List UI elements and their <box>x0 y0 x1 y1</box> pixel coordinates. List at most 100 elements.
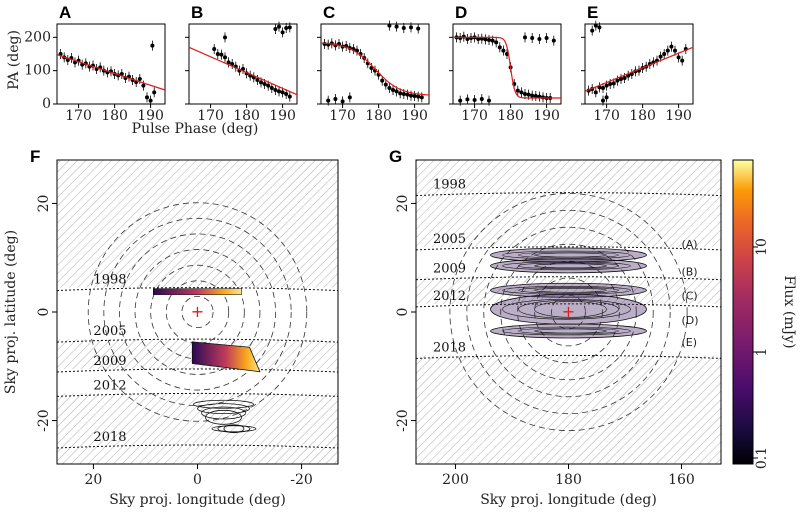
dashed-ring <box>466 209 671 415</box>
data-point <box>277 89 281 94</box>
y-tick-label: 0 <box>36 308 52 317</box>
pa-panel-b: B 170 180 190 <box>185 3 298 124</box>
x-tick-label: 180 <box>555 472 582 488</box>
flux-contour <box>201 406 246 420</box>
data-point <box>479 97 484 101</box>
x-tick-label: 170 <box>461 108 488 124</box>
sky-longitude-axis-label: Sky proj. longitude (deg) <box>480 492 657 508</box>
component-label: (D) <box>681 314 698 327</box>
data-point <box>259 80 263 85</box>
flux-contour <box>534 300 607 318</box>
component-label: (B) <box>681 265 697 278</box>
data-point <box>458 98 463 103</box>
data-point <box>416 26 421 31</box>
year-label-2018: 2018 <box>93 430 126 445</box>
year-line <box>416 303 721 308</box>
y-tick-label: 20 <box>36 195 52 213</box>
colorbar-gradient <box>732 159 754 465</box>
pa-panel-a: A 170 180 190 0 100 200 <box>24 3 166 124</box>
x-tick-label: 190 <box>665 108 692 124</box>
data-point <box>394 89 399 94</box>
flux-contour <box>518 251 619 259</box>
data-point <box>141 83 146 88</box>
data-point <box>673 48 677 53</box>
flux-contour <box>534 252 607 258</box>
data-point <box>551 38 556 43</box>
model-curve <box>321 42 429 96</box>
y-tick-label: 20 <box>395 195 411 213</box>
pa-panel-frame <box>452 23 562 105</box>
component-label: (E) <box>681 336 697 349</box>
x-tick-label: 180 <box>365 108 392 124</box>
data-point <box>597 25 602 30</box>
x-tick-label: 190 <box>137 108 164 124</box>
dashed-ring <box>103 217 292 407</box>
data-point <box>145 95 149 100</box>
data-point <box>544 36 549 40</box>
data-point <box>280 30 285 35</box>
data-point <box>347 95 352 100</box>
panel-letter-c: C <box>323 3 335 22</box>
data-point <box>676 55 681 60</box>
data-point <box>469 36 473 40</box>
visible-band <box>57 369 338 394</box>
y-tick-label: 0 <box>42 96 51 112</box>
flux-contour <box>518 262 619 270</box>
data-point <box>266 83 271 88</box>
flux-contour <box>502 326 631 336</box>
data-point <box>223 55 227 60</box>
x-tick-label: 190 <box>401 108 428 124</box>
x-tick-label: 180 <box>497 108 524 124</box>
panel-f: +1998 2005 2009 2012 2018 F 20 0 -20 -20 0 20 Sky pr… <box>30 147 339 508</box>
x-tick-label: 170 <box>593 108 620 124</box>
pulse-phase-axis-label: Pulse Phase (deg) <box>132 121 259 137</box>
y-tick-label: 100 <box>24 63 51 79</box>
data-point <box>619 77 623 81</box>
data-point <box>476 37 481 41</box>
dashed-ring <box>551 294 586 330</box>
y-tick-label: -20 <box>395 409 411 432</box>
flux-contour <box>217 424 251 433</box>
data-point <box>490 38 495 43</box>
flux-contour <box>211 425 257 433</box>
x-tick-label: -20 <box>290 472 313 488</box>
data-point <box>658 54 663 59</box>
data-point <box>273 27 278 31</box>
year-line <box>57 392 338 397</box>
colorbar-tick-label: 0.1 <box>754 447 770 469</box>
data-point <box>387 23 392 28</box>
x-tick-label: 190 <box>269 108 296 124</box>
flux-contour <box>502 298 631 320</box>
x-tick-label: 170 <box>329 108 356 124</box>
data-point <box>405 92 410 97</box>
data-point <box>387 86 392 90</box>
component-label: (A) <box>681 238 697 251</box>
data-point <box>604 83 609 88</box>
data-point <box>465 97 470 102</box>
pa-panels: A 170 180 190 0 100 200 B 170 180 190 C 170 180 190 D 17… <box>24 3 694 124</box>
data-point <box>284 92 289 96</box>
data-point <box>380 78 385 83</box>
data-point <box>215 52 220 56</box>
data-point <box>287 25 292 30</box>
dashed-ring <box>449 192 688 432</box>
flux-contour <box>534 287 607 293</box>
data-point <box>590 28 595 33</box>
flux-colorbar: Flux (mJy) 10 1 0.1 <box>732 159 797 469</box>
dashed-ring <box>87 202 308 422</box>
year-label-1998: 1998 <box>433 178 466 193</box>
year-label-2005: 2005 <box>433 232 466 247</box>
data-point <box>412 94 417 98</box>
data-point <box>150 43 155 48</box>
year-label-1998: 1998 <box>93 273 126 288</box>
data-point <box>669 44 674 49</box>
y-tick-label: 200 <box>24 29 51 45</box>
data-point <box>409 25 413 30</box>
component-label: (C) <box>681 290 697 303</box>
dashed-ring <box>181 295 214 329</box>
data-point <box>519 90 524 95</box>
flux-contour <box>502 261 631 271</box>
flux-contour <box>197 403 250 415</box>
year-line <box>57 368 338 373</box>
